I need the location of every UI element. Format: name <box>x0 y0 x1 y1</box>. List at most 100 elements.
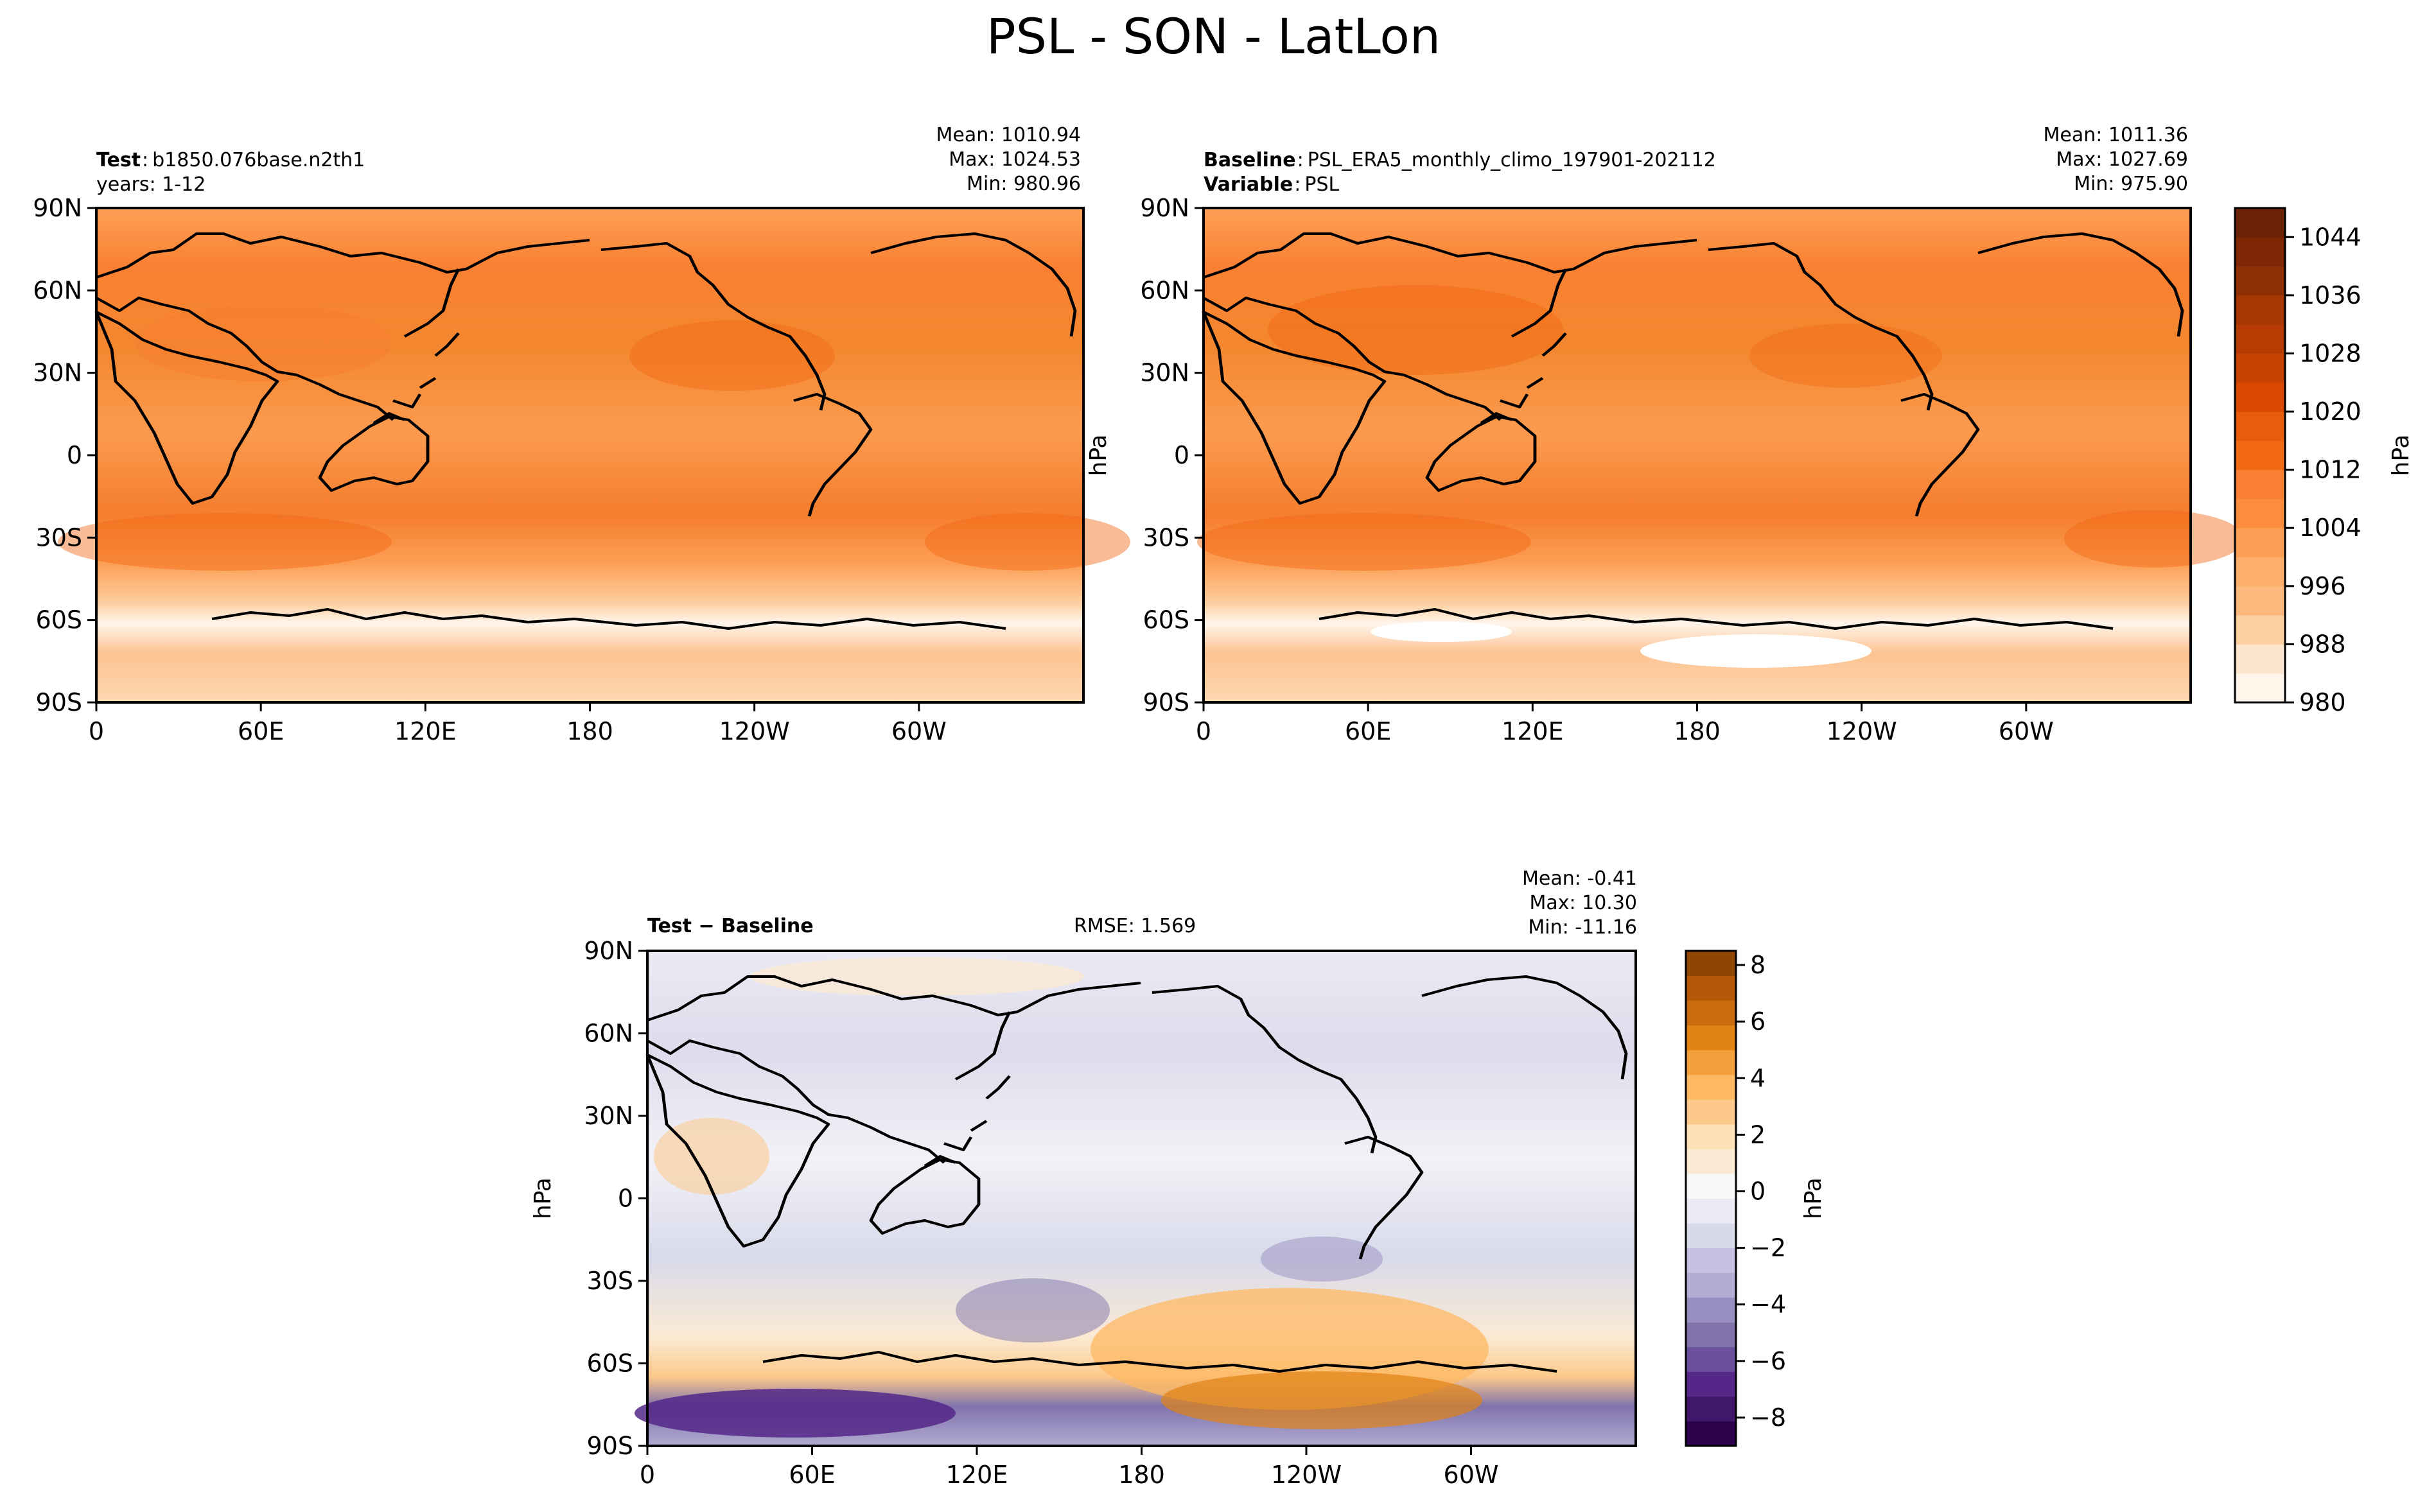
baseline-map-panel <box>1197 207 2244 704</box>
diff-map-panel <box>635 950 1637 1447</box>
y-tick-label: 60S <box>587 1350 633 1378</box>
diff-high-north-africa <box>654 1118 769 1195</box>
y-tick-label: 30S <box>587 1267 633 1295</box>
test-case-name: b1850.076base.n2th1 <box>152 149 365 171</box>
colorbar-tick-label: 8 <box>1750 951 1765 979</box>
x-tick-label: 0 <box>1196 717 1211 745</box>
y-axis-label: hPa <box>1085 435 1112 476</box>
test-max: Max: 1024.53 <box>949 148 1081 171</box>
baseline-high-asia <box>1268 285 1563 375</box>
x-tick-label: 120E <box>946 1461 1008 1489</box>
colorbar-label: hPa <box>1800 1177 1827 1219</box>
y-tick-label: 60S <box>1143 606 1189 634</box>
diff-min: Min: -11.16 <box>1528 916 1637 939</box>
colorbar-tick-label: 1004 <box>2299 514 2361 542</box>
y-tick-label: 30S <box>1143 523 1189 552</box>
colorbar-segment <box>2235 440 2285 471</box>
colorbar-segment <box>1686 1099 1736 1125</box>
test-mean: Mean: 1010.94 <box>936 124 1081 146</box>
x-tick-label: 0 <box>640 1461 655 1489</box>
diff-colorbar: −8 −6 −4 −2 0 2 4 6 8 hPa <box>1685 950 1827 1447</box>
x-tick-label: 60E <box>1345 717 1391 745</box>
diff-mean: Mean: -0.41 <box>1521 867 1637 890</box>
colorbar-segment <box>2235 382 2285 412</box>
diff-header: Test − Baseline <box>647 914 814 939</box>
test-label: Test <box>96 149 141 171</box>
colorbar-tick-label: 1012 <box>2299 456 2361 484</box>
y-tick-label: 30N <box>1140 359 1189 387</box>
colorbar-tick-label: 2 <box>1750 1120 1765 1149</box>
colorbar-segment <box>1686 1396 1736 1421</box>
baseline-low-ross <box>1640 634 1871 668</box>
y-tick-label: 90S <box>587 1432 633 1460</box>
test-high-south-indian <box>58 513 392 571</box>
test-map-panel <box>58 207 1130 704</box>
test-stats: Mean: 1010.94 Max: 1024.53 Min: 980.96 <box>936 123 1081 196</box>
x-tick-label: 120W <box>719 717 790 745</box>
colorbar-segment <box>1686 1273 1736 1298</box>
diff-stats: Mean: -0.41 Max: 10.30 Min: -11.16 <box>1522 867 1637 940</box>
colorbar-segment <box>2235 237 2285 267</box>
diff-low-east-antarctica <box>635 1389 956 1438</box>
colorbar-segment <box>2235 295 2285 325</box>
colorbar-segment <box>1686 1050 1736 1075</box>
baseline-high-south-atlantic <box>2064 510 2244 568</box>
colorbar-segment <box>1686 1074 1736 1100</box>
colorbar-tick-label: 1044 <box>2299 223 2361 251</box>
diff-max: Max: 10.30 <box>1529 892 1637 914</box>
colorbar-segment <box>2235 498 2285 528</box>
colorbar-segment <box>1686 1198 1736 1224</box>
y-tick-label: 60S <box>36 606 82 634</box>
baseline-max: Max: 1027.69 <box>2056 148 2188 171</box>
diff-high-ross <box>1161 1371 1482 1429</box>
x-tick-label: 120E <box>1502 717 1564 745</box>
colorbar-segment <box>1686 1173 1736 1199</box>
main-colorbar: 980 988 996 1004 1012 1020 1028 1036 1044 hPa <box>2234 207 2414 717</box>
x-tick-label: 180 <box>1674 717 1721 745</box>
diff-low-south-indian <box>956 1278 1110 1343</box>
colorbar-tick-label: 1020 <box>2299 397 2361 426</box>
y-tick-label: 30S <box>36 523 82 552</box>
colorbar-segment <box>1686 1346 1736 1372</box>
y-tick-label: 90N <box>1140 194 1189 222</box>
colorbar-segment <box>2235 469 2285 500</box>
x-tick-label: 120W <box>1827 717 1897 745</box>
baseline-min: Min: 975.90 <box>2074 173 2188 195</box>
y-tick-label: 60N <box>584 1020 633 1048</box>
y-tick-label: 60N <box>33 276 82 304</box>
colorbar-tick-label: 996 <box>2299 572 2346 600</box>
baseline-field <box>1204 208 2191 702</box>
colorbar-tick-label: −2 <box>1750 1234 1786 1262</box>
colorbar-segment <box>2235 673 2285 703</box>
test-high-south-atlantic <box>925 513 1130 571</box>
colorbar-segment <box>1686 975 1736 1001</box>
colorbar-tick-label: −4 <box>1750 1290 1786 1319</box>
baseline-label: Baseline <box>1204 149 1296 171</box>
baseline-low-east-antarctica <box>1371 621 1512 642</box>
y-tick-label: 0 <box>67 441 82 469</box>
variable-label: Variable <box>1204 173 1293 196</box>
colorbar-segment <box>1686 1124 1736 1149</box>
diff-low-south-pacific <box>1261 1237 1383 1282</box>
colorbar-tick-label: 980 <box>2299 688 2346 717</box>
colorbar-segment <box>1686 1247 1736 1273</box>
diff-high-arctic <box>750 957 1084 996</box>
colorbar-tick-label: 1036 <box>2299 281 2361 309</box>
x-tick-label: 120W <box>1271 1461 1342 1489</box>
y-tick-label: 90N <box>33 194 82 222</box>
x-tick-label: 60W <box>891 717 947 745</box>
colorbar-tick-label: 988 <box>2299 630 2346 658</box>
x-tick-label: 60W <box>1999 717 2054 745</box>
colorbar-segment <box>2235 353 2285 383</box>
y-tick-label: 90N <box>584 937 633 965</box>
test-header: Test: b1850.076base.n2th1 years: 1-12 <box>96 149 365 196</box>
colorbar-segment <box>2235 528 2285 558</box>
x-tick-label: 180 <box>566 717 613 745</box>
colorbar-segment <box>1686 1223 1736 1249</box>
figure-title: PSL - SON - LatLon <box>986 8 1441 65</box>
colorbar-frame <box>2234 207 2286 704</box>
colorbar-segment <box>2235 644 2285 674</box>
colorbar-segment <box>2235 324 2285 354</box>
